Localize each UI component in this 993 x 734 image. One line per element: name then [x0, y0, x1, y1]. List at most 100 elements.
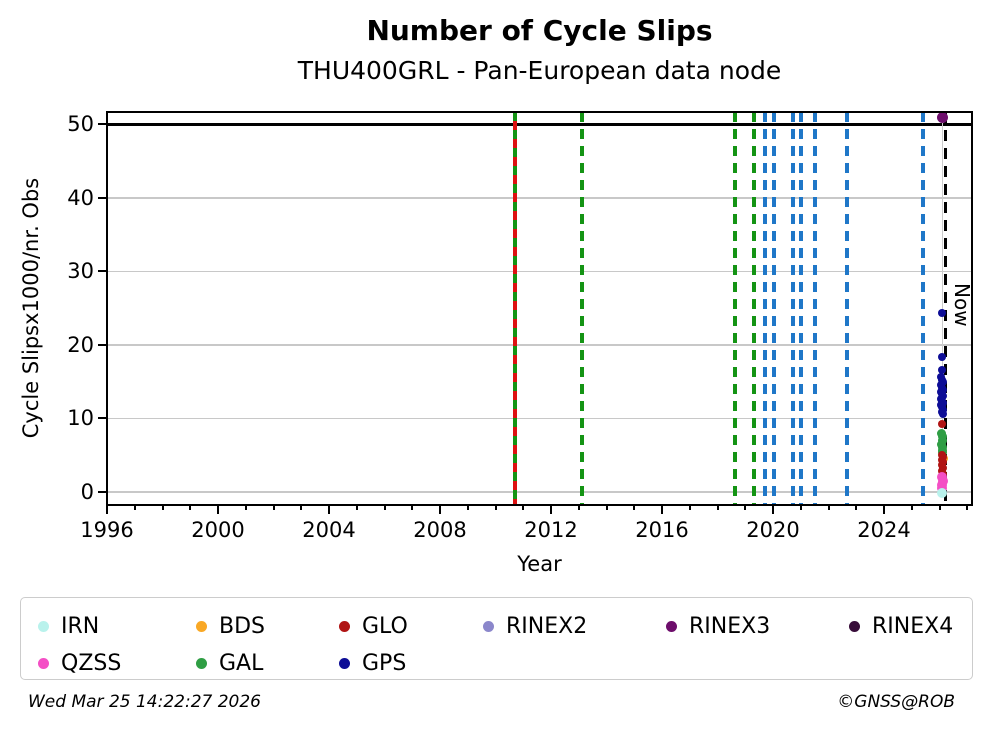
x-tick-label-2004: 2004 — [302, 518, 356, 542]
now-line-label: Now — [950, 283, 974, 327]
x-tick-major-2016 — [661, 505, 664, 514]
legend-item-rinex2: RINEX2 — [483, 613, 587, 639]
x-tick-minor-1997 — [133, 505, 136, 510]
legend-item-rinex3: RINEX3 — [666, 613, 770, 639]
x-tick-major-2024 — [883, 505, 886, 514]
chart-subtitle: THU400GRL - Pan-European data node — [297, 56, 782, 85]
legend-label-rinex3: RINEX3 — [689, 613, 771, 639]
event-line-gps-5 — [771, 112, 776, 505]
x-tick-major-2020 — [772, 505, 775, 514]
x-tick-minor-2011 — [522, 505, 525, 510]
data-point-qzss — [937, 483, 948, 494]
legend-dot-gps — [339, 657, 350, 669]
x-tick-minor-2025 — [910, 505, 913, 510]
data-point-glo — [938, 419, 947, 428]
x-tick-label-1996: 1996 — [80, 518, 134, 542]
x-tick-minor-2022 — [827, 505, 830, 510]
data-point-rinex3 — [936, 111, 948, 123]
y-axis-label: Cycle Slipsx1000/nr. Obs — [19, 177, 43, 439]
legend-dot-rinex2 — [483, 620, 494, 632]
legend-dot-gal — [196, 657, 207, 669]
x-tick-minor-2010 — [494, 505, 497, 510]
x-tick-minor-2019 — [744, 505, 747, 510]
x-tick-minor-2006 — [383, 505, 386, 510]
x-tick-minor-2014 — [605, 505, 608, 510]
legend-item-gal: GAL — [196, 650, 263, 676]
legend-label-bds: BDS — [219, 613, 265, 639]
legend-item-bds: BDS — [196, 613, 265, 639]
event-line-gps-6 — [791, 112, 795, 505]
data-point-irn — [937, 488, 948, 499]
event-line-gal_glo-0 — [512, 112, 517, 505]
event-line-gal-3 — [751, 112, 756, 505]
legend-item-irn: IRN — [38, 613, 99, 639]
legend-dot-bds — [196, 620, 207, 632]
y-tick-label-50: 50 — [67, 112, 94, 137]
x-tick-label-2008: 2008 — [413, 518, 467, 542]
event-line-gps-8 — [812, 112, 817, 505]
x-tick-minor-2001 — [244, 505, 247, 510]
legend-dot-irn — [38, 620, 49, 632]
legend-label-glo: GLO — [362, 613, 408, 639]
gridline-y10 — [107, 417, 972, 420]
x-tick-minor-2021 — [799, 505, 802, 510]
x-tick-minor-2013 — [577, 505, 580, 510]
legend-box: IRN BDS GLO RINEX2 RINEX3 RINEX4 QZSS GAL GPS — [20, 597, 973, 680]
event-line-gps-7 — [799, 112, 804, 505]
now-line — [944, 112, 948, 505]
legend-item-glo: GLO — [339, 613, 408, 639]
plot-timestamp: Wed Mar 25 14:22:27 2026 — [28, 692, 261, 712]
x-tick-minor-1998 — [161, 505, 164, 510]
x-tick-label-2020: 2020 — [746, 518, 800, 542]
data-point-gps — [937, 308, 946, 317]
y-tick-40 — [98, 196, 107, 199]
x-tick-minor-2005 — [355, 505, 358, 510]
x-axis-label: Year — [517, 552, 562, 576]
legend-item-qzss: QZSS — [38, 650, 121, 676]
y-tick-label-20: 20 — [67, 332, 94, 357]
y-tick-30 — [98, 270, 107, 273]
legend-label-gps: GPS — [362, 650, 407, 676]
data-point-gps — [938, 365, 947, 374]
x-tick-major-2004 — [328, 505, 330, 514]
gridline-y0 — [107, 491, 972, 493]
legend-label-qzss: QZSS — [61, 650, 122, 676]
event-line-gps-10 — [921, 112, 926, 505]
x-tick-major-1996 — [106, 505, 108, 514]
y-tick-0 — [98, 490, 107, 493]
x-tick-minor-2015 — [633, 505, 636, 510]
legend-dot-qzss — [38, 657, 49, 669]
legend-label-gal: GAL — [219, 650, 264, 676]
plot-area — [105, 110, 974, 507]
y-tick-label-10: 10 — [67, 406, 94, 431]
data-point-gps — [937, 353, 946, 362]
y-tick-10 — [98, 417, 107, 420]
gridline-y30 — [107, 270, 972, 273]
legend-dot-rinex3 — [666, 620, 677, 632]
x-tick-label-2000: 2000 — [191, 518, 245, 542]
legend-item-gps: GPS — [339, 650, 406, 676]
legend-item-rinex4: RINEX4 — [849, 613, 953, 639]
y-tick-20 — [98, 343, 107, 346]
gridline-y20 — [107, 344, 972, 346]
x-tick-minor-2003 — [300, 505, 303, 510]
x-tick-minor-2002 — [272, 505, 275, 510]
x-tick-major-2008 — [439, 505, 441, 514]
series-connector-line — [941, 117, 944, 494]
gridline-y40 — [107, 197, 972, 199]
x-tick-minor-1999 — [189, 505, 192, 510]
legend-label-irn: IRN — [61, 613, 100, 639]
x-tick-major-2000 — [217, 505, 219, 514]
x-tick-major-2012 — [550, 505, 553, 514]
event-line-gps-4 — [762, 112, 767, 505]
event-line-gal-2 — [733, 112, 737, 505]
data-point-gps — [938, 410, 947, 419]
legend-dot-glo — [339, 620, 350, 632]
x-tick-minor-2017 — [688, 505, 691, 510]
max-cap-line — [107, 123, 972, 126]
x-tick-minor-2018 — [716, 505, 719, 510]
x-tick-minor-2007 — [411, 505, 414, 510]
y-tick-50 — [98, 123, 107, 126]
event-line-gps-9 — [845, 112, 850, 505]
